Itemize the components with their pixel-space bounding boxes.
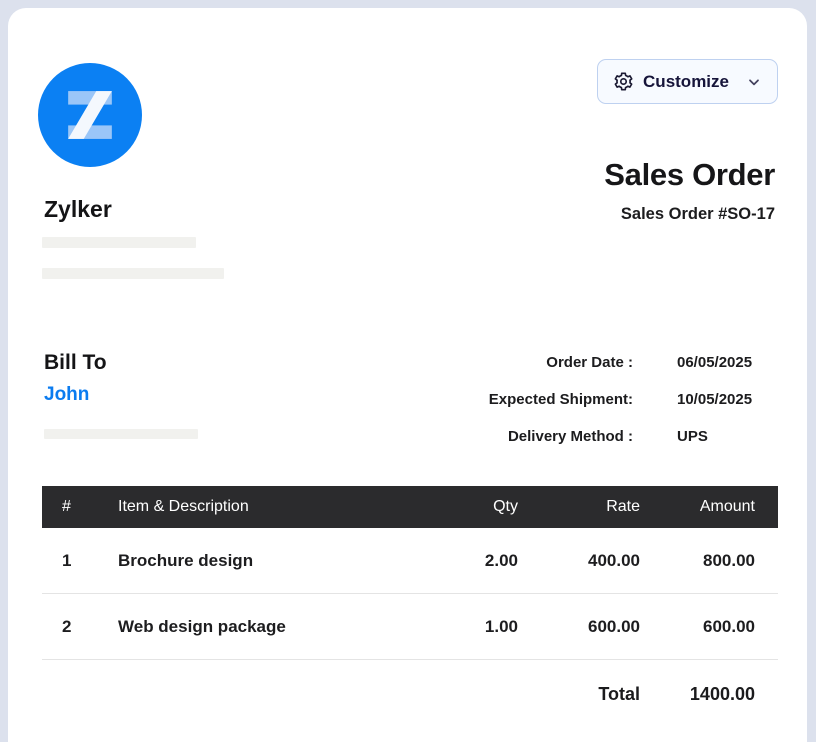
order-meta: Order Date : 06/05/2025 Expected Shipmen…	[413, 354, 770, 447]
row-number: 1	[62, 550, 72, 570]
chevron-down-icon	[746, 74, 762, 90]
delivery-method-value: UPS	[677, 428, 708, 445]
row-amount: 800.00	[703, 550, 755, 570]
total-label: Total	[598, 684, 640, 704]
order-date-value: 06/05/2025	[677, 354, 753, 371]
row-item-name: Web design package	[118, 616, 286, 636]
row-number: 2	[62, 616, 72, 636]
delivery-method-label: Delivery Method :	[507, 428, 633, 445]
row-rate: 400.00	[588, 550, 640, 570]
sales-order-preview-card: Customize Zylker Sales Order Sales Order…	[8, 8, 807, 742]
row-qty: 2.00	[484, 550, 518, 570]
gear-icon	[613, 71, 634, 92]
company-logo	[38, 63, 142, 167]
items-table-header: # Item & Description Qty Rate Amount	[42, 486, 778, 528]
header-rate: Rate	[606, 498, 640, 515]
header-amount: Amount	[699, 498, 755, 515]
expected-shipment-value: 10/05/2025	[677, 391, 753, 408]
table-row: 1 Brochure design 2.00 400.00 800.00	[42, 528, 778, 594]
total-value: 1400.00	[689, 684, 755, 704]
row-qty: 1.00	[484, 616, 518, 636]
expected-shipment-label: Expected Shipment:	[488, 391, 633, 408]
total-row: Total 1400.00	[42, 684, 778, 705]
customize-button-label: Customize	[643, 71, 729, 91]
customer-name-link[interactable]: John	[44, 384, 90, 405]
order-date-label: Order Date :	[546, 354, 633, 371]
expected-shipment-row: Expected Shipment: 10/05/2025	[413, 391, 770, 410]
row-item-name: Brochure design	[118, 550, 254, 570]
header-number: #	[62, 498, 71, 515]
document-number: Sales Order #SO-17	[620, 205, 775, 223]
customize-button[interactable]: Customize	[597, 59, 778, 104]
placeholder-line	[42, 237, 196, 248]
row-rate: 600.00	[588, 616, 640, 636]
row-amount: 600.00	[703, 616, 755, 636]
placeholder-line	[44, 429, 198, 439]
header-qty: Qty	[493, 498, 518, 515]
order-date-row: Order Date : 06/05/2025	[413, 354, 770, 373]
header-item-description: Item & Description	[118, 498, 249, 515]
table-row: 2 Web design package 1.00 600.00 600.00	[42, 594, 778, 660]
placeholder-line	[42, 268, 224, 279]
document-title: Sales Order	[604, 157, 775, 192]
delivery-method-row: Delivery Method : UPS	[413, 428, 770, 447]
company-name: Zylker	[44, 196, 112, 222]
items-table: # Item & Description Qty Rate Amount 1 B…	[42, 486, 778, 705]
bill-to-label: Bill To	[44, 351, 107, 374]
